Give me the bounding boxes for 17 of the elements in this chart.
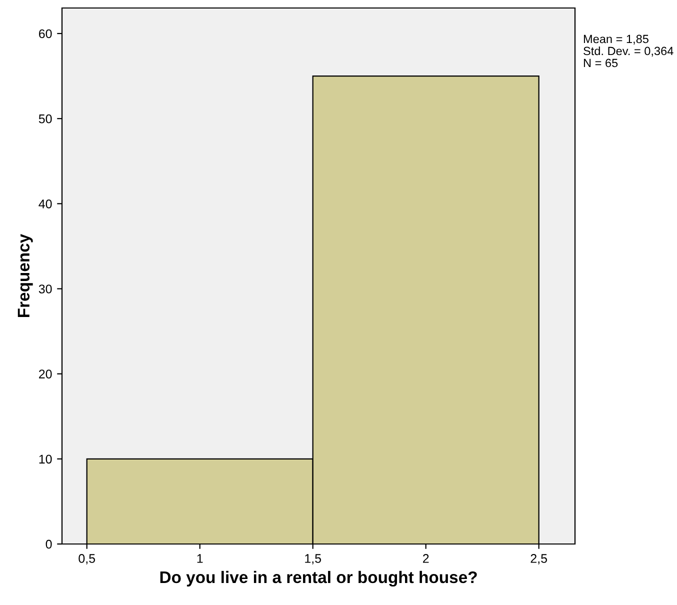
y-tick-label: 20	[39, 370, 52, 378]
x-tick-label: 2	[423, 554, 429, 563]
text: Std. Dev. = 0,364	[584, 46, 674, 57]
x-tick-label: 1,5	[305, 554, 322, 564]
y-axis-title: Frequency	[18, 234, 33, 318]
x-tick-label: 0,5	[78, 554, 96, 564]
y-tick-label: 60	[39, 29, 52, 38]
y-tick-label: 40	[38, 199, 52, 208]
y-tick-label: 10	[39, 454, 52, 464]
y-tick-label: 0	[46, 540, 52, 549]
text: N = 65	[584, 58, 618, 68]
x-tick-label: 2,5	[530, 554, 548, 564]
y-tick-label: 30	[38, 284, 52, 294]
y-tick-label: 50	[38, 114, 52, 124]
text: Mean = 1,85	[584, 34, 648, 45]
x-tick-label: 1	[197, 554, 203, 563]
x-axis-title: Do you live in a rental or bought house?	[160, 570, 477, 587]
